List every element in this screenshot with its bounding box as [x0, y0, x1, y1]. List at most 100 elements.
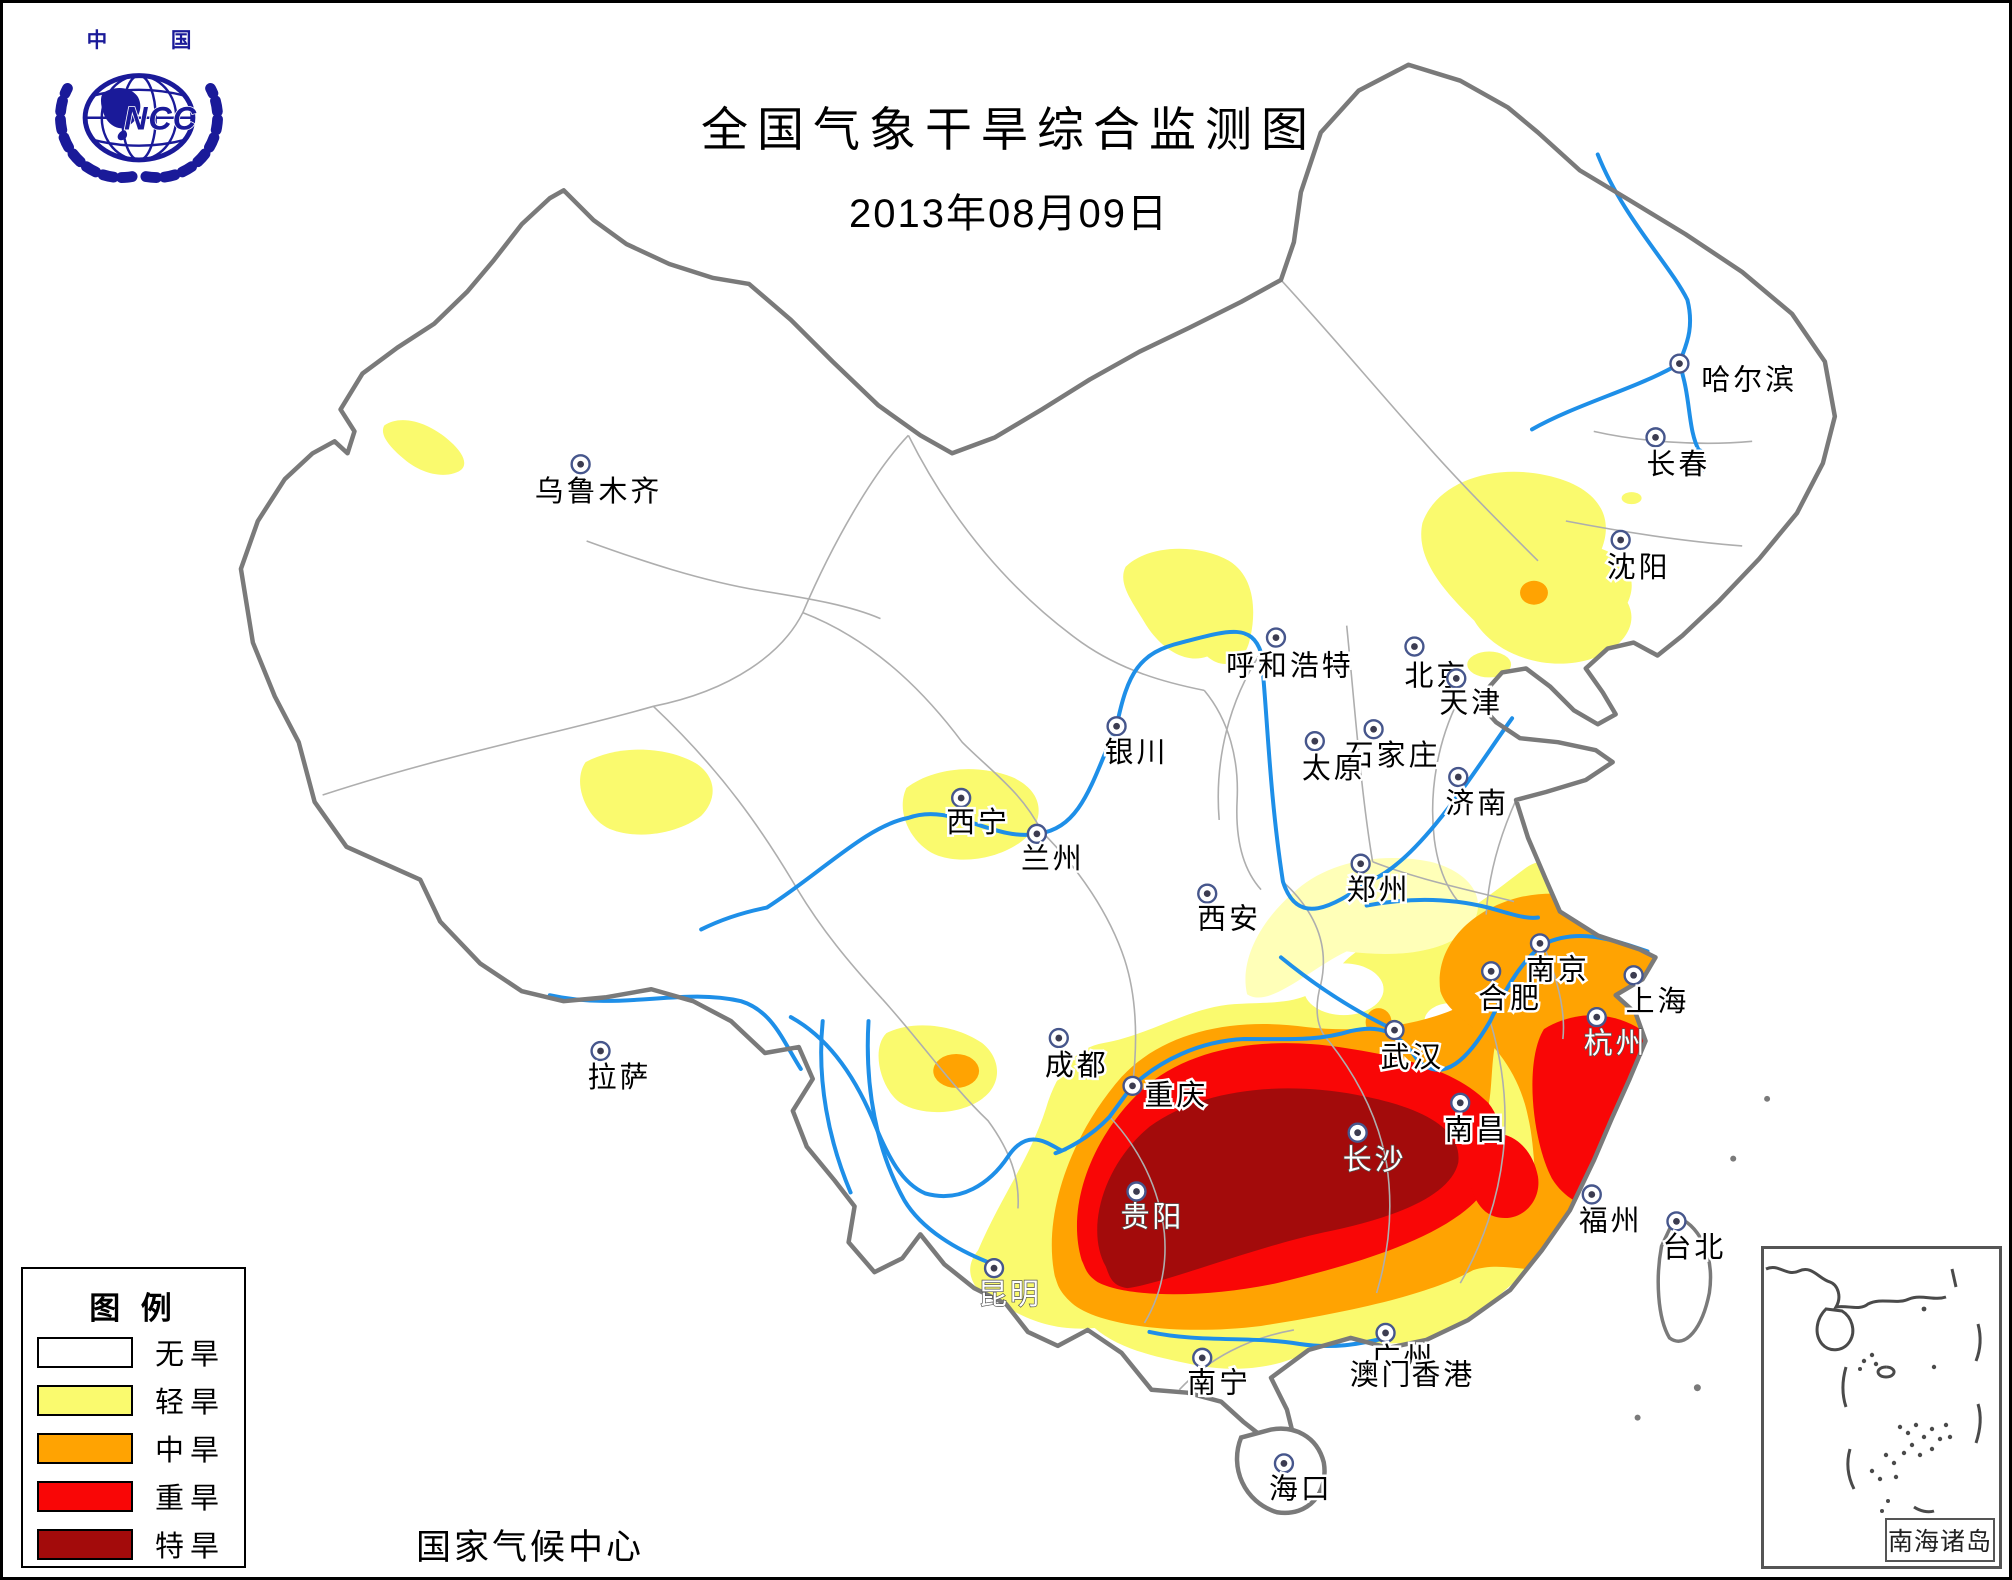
legend-label: 重旱: [155, 1483, 226, 1515]
city-marker-dot: [1588, 1191, 1596, 1198]
credit-text: 国家气候中心: [416, 1528, 645, 1567]
city-太原: 太原: [1299, 731, 1366, 788]
city-label: 澳门: [1350, 1360, 1414, 1392]
city-长春: 长春: [1644, 427, 1710, 484]
map-date: 2013年08月09日: [849, 192, 1169, 236]
legend-item: 无旱: [23, 1328, 244, 1376]
city-marker-dot: [1203, 890, 1211, 897]
city-label: 广州: [1372, 1343, 1436, 1375]
city-label: 武汉: [1381, 1042, 1445, 1074]
city-marker-dot: [597, 1047, 604, 1055]
city-label: 拉萨: [588, 1062, 652, 1094]
city-海口: 海口: [1267, 1453, 1333, 1508]
drought-layer-extreme: [1097, 1088, 1459, 1289]
city-marker-dot: [1311, 737, 1319, 745]
logo-country-right: 国: [171, 29, 192, 52]
city-marker-dot: [1113, 722, 1120, 730]
logo-globe-icon: [82, 73, 196, 163]
city-marker-dot: [1673, 1217, 1680, 1225]
city-label: 哈尔滨: [1701, 365, 1797, 397]
city-天津: 天津: [1437, 668, 1503, 722]
legend-swatch: [37, 1528, 133, 1560]
city-label: 济南: [1445, 788, 1509, 820]
inset-label: 南海诸岛: [1887, 1529, 1992, 1556]
city-label: 乌鲁木齐: [535, 476, 662, 508]
city-广州: 广州: [1369, 1322, 1436, 1377]
legend-title: 图 例: [89, 1291, 178, 1326]
city-哈尔滨: 哈尔滨: [1669, 353, 1797, 399]
city-marker-dot: [1272, 634, 1280, 641]
city-marker-dot: [1454, 773, 1462, 781]
city-marker-dot: [1652, 433, 1659, 441]
city-上海: 上海: [1623, 965, 1690, 1021]
city-marker-dot: [1593, 1013, 1601, 1021]
city-marker-dot: [1370, 725, 1377, 733]
legend-label: 无旱: [155, 1339, 226, 1371]
legend-swatch: [37, 1384, 133, 1416]
city-澳门: 澳门: [1347, 1357, 1414, 1394]
city-label: 呼和浩特: [1226, 650, 1353, 682]
legend-swatch: [37, 1432, 133, 1464]
city-label: 长沙: [1343, 1145, 1407, 1177]
city-label: 天津: [1439, 687, 1503, 719]
city-marker-dot: [1487, 967, 1495, 975]
city-marker-dot: [1617, 536, 1625, 544]
city-marker-dot: [1536, 940, 1544, 947]
city-南宁: 南宁: [1185, 1347, 1251, 1402]
city-西安: 西安: [1195, 883, 1261, 938]
city-label: 太原: [1302, 753, 1366, 785]
city-marker-dot: [1382, 1329, 1389, 1337]
city-marker-dot: [1055, 1034, 1063, 1042]
city-沈阳: 沈阳: [1604, 529, 1671, 586]
logo-country-left: 中: [87, 28, 108, 52]
city-marker-dot: [1354, 1129, 1362, 1137]
legend-box: 图 例 无旱轻旱中旱重旱特旱: [21, 1267, 246, 1568]
city-marker-dot: [1357, 860, 1365, 868]
city-marker-dot: [1411, 643, 1418, 650]
city-label: 沈阳: [1607, 552, 1671, 584]
city-合肥: 合肥: [1476, 961, 1542, 1018]
city-石家庄: 石家庄: [1342, 719, 1441, 775]
legend-label: 特旱: [155, 1531, 226, 1563]
city-拉萨: 拉萨: [585, 1040, 652, 1096]
legend-item: 重旱: [23, 1472, 244, 1520]
inset-map: [1765, 1266, 1982, 1514]
city-福州: 福州: [1576, 1184, 1642, 1240]
city-marker-dot: [577, 460, 585, 468]
city-marker-dot: [1033, 830, 1041, 838]
city-label: 兰州: [1021, 844, 1085, 876]
city-label: 上海: [1626, 986, 1690, 1018]
city-marker-dot: [1452, 675, 1460, 682]
city-长沙: 长沙: [1342, 1122, 1407, 1177]
city-label: 银川: [1105, 737, 1169, 769]
city-marker-dot: [1133, 1188, 1140, 1195]
city-郑州: 郑州: [1344, 853, 1410, 909]
city-marker-dot: [1280, 1460, 1288, 1467]
city-label: 石家庄: [1345, 740, 1441, 772]
city-贵阳: 贵阳: [1120, 1181, 1182, 1234]
legend-label: 中旱: [155, 1435, 226, 1467]
national-border: [238, 62, 1838, 1446]
city-香港: 香港: [1409, 1357, 1475, 1394]
city-南京: 南京: [1524, 933, 1590, 989]
city-武汉: 武汉: [1378, 1019, 1445, 1076]
city-marker-dot: [1391, 1026, 1398, 1034]
south-china-sea-inset: 南海诸岛: [1761, 1246, 2002, 1569]
legend-item: 特旱: [23, 1520, 244, 1568]
city-label: 南京: [1526, 954, 1590, 986]
city-label: 合肥: [1478, 983, 1542, 1015]
city-label: 海口: [1269, 1473, 1333, 1505]
legend-label: 轻旱: [155, 1387, 226, 1419]
city-marker-dot: [957, 794, 965, 802]
taiwan-island: [1656, 1214, 1713, 1343]
legend-item: 轻旱: [23, 1376, 244, 1424]
ncc-logo: 中 国 NCC: [55, 28, 223, 183]
city-marker-dot: [1129, 1082, 1136, 1090]
city-label: 南昌: [1444, 1115, 1508, 1147]
city-marker-dot: [990, 1264, 998, 1272]
city-label: 西宁: [946, 807, 1010, 839]
city-marker-dot: [1676, 360, 1683, 368]
city-label: 杭州: [1584, 1028, 1648, 1060]
